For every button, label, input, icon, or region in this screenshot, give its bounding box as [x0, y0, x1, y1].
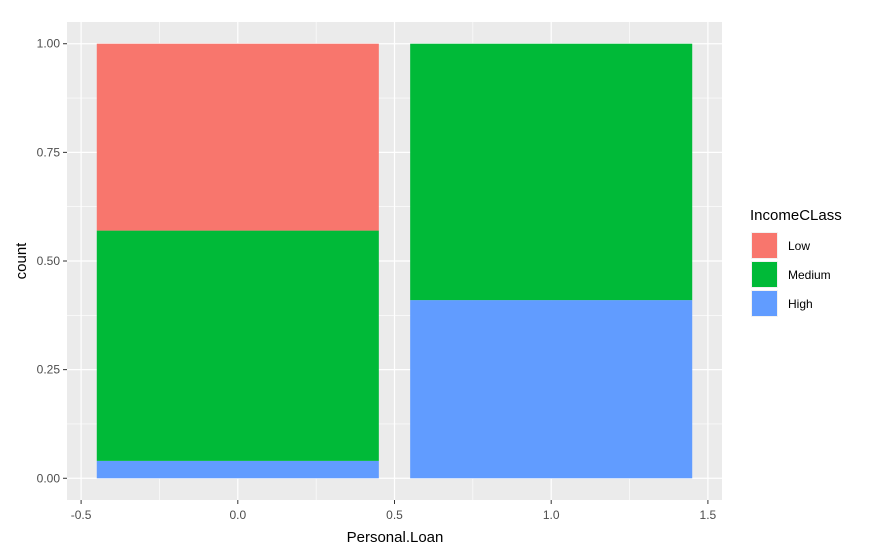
x-axis: -0.5 0.0 0.5 1.0 1.5	[71, 500, 717, 522]
y-tick-label: 0.25	[37, 363, 61, 377]
y-tick-label: 0.50	[37, 254, 61, 268]
legend-swatch-high	[752, 291, 777, 316]
bar-0-low	[96, 43, 379, 231]
legend-label-high: High	[788, 297, 813, 311]
legend-swatch-low	[752, 233, 777, 258]
legend-label-low: Low	[788, 239, 810, 253]
x-tick-label: -0.5	[71, 508, 92, 522]
x-tick-label: 0.5	[386, 508, 403, 522]
bar-1-high	[410, 300, 693, 479]
y-tick-label: 1.00	[37, 37, 61, 51]
x-tick-label: 1.0	[543, 508, 560, 522]
bars	[96, 43, 693, 479]
legend: IncomeCLass Low Medium High	[750, 207, 842, 317]
y-axis: 0.00 0.25 0.50 0.75 1.00	[37, 37, 67, 485]
y-tick-label: 0.00	[37, 471, 61, 485]
y-tick-label: 0.75	[37, 145, 61, 159]
x-axis-title: Personal.Loan	[347, 529, 444, 546]
bar-0-high	[96, 460, 379, 479]
bar-1-medium	[410, 43, 693, 301]
legend-swatch-medium	[752, 262, 777, 287]
legend-label-medium: Medium	[788, 268, 831, 282]
x-tick-label: 0.0	[229, 508, 246, 522]
legend-title: IncomeCLass	[750, 207, 842, 224]
y-axis-title: count	[13, 242, 30, 280]
x-tick-label: 1.5	[700, 508, 717, 522]
bar-0-medium	[96, 230, 379, 461]
